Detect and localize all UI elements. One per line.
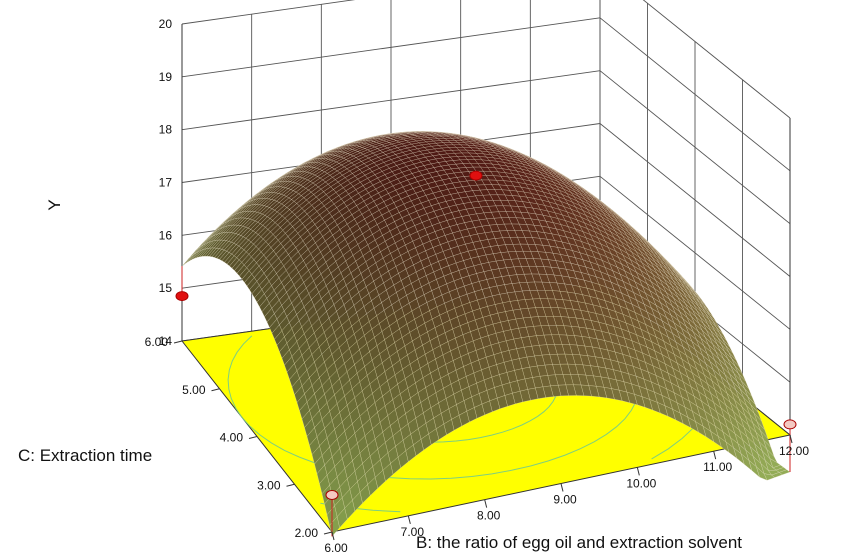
response-surface <box>181 131 791 537</box>
y-axis-label: C: Extraction time <box>18 446 152 465</box>
z-tick-label: 16 <box>159 228 173 242</box>
x-axis-label: B: the ratio of egg oil and extraction s… <box>416 533 742 552</box>
y-tick-label: 4.00 <box>220 431 244 445</box>
x-tick-label: 11.00 <box>703 460 732 474</box>
y-tick-mark <box>248 436 258 439</box>
z-tick-label: 18 <box>159 123 173 137</box>
x-tick-label: 6.00 <box>324 541 348 555</box>
x-tick-mark <box>789 434 793 444</box>
x-tick-mark <box>713 451 717 460</box>
x-tick-label: 8.00 <box>477 509 501 523</box>
y-tick-mark <box>211 388 220 392</box>
x-tick-mark <box>636 467 640 476</box>
z-tick-label: 17 <box>159 176 173 190</box>
x-tick-label: 12.00 <box>779 444 809 458</box>
design-point-above-surface <box>175 291 189 302</box>
x-tick-mark <box>331 531 335 541</box>
y-tick-label: 6.00 <box>145 335 169 349</box>
y-tick-mark <box>173 340 183 344</box>
z-tick-label: 19 <box>159 70 173 84</box>
y-tick-mark <box>286 483 295 487</box>
design-point-below-surface <box>783 419 797 430</box>
y-tick-label: 5.00 <box>182 383 206 397</box>
y-tick-label: 3.00 <box>257 478 281 492</box>
design-point-above-surface <box>469 170 483 181</box>
y-tick-mark <box>323 531 333 535</box>
x-tick-label: 7.00 <box>401 525 425 539</box>
x-tick-mark <box>560 483 564 492</box>
tick-labels: 14 15 16 17 18 19 20 2.00 3.00 4.00 5.00 6.00 6.00 7.… <box>145 17 810 555</box>
y-tick-label: 2.00 <box>295 526 319 540</box>
x-tick-mark <box>407 515 411 524</box>
z-tick-label: 15 <box>159 281 173 295</box>
x-tick-mark <box>484 499 488 508</box>
design-point-below-surface <box>325 490 339 501</box>
x-tick-label: 10.00 <box>626 476 656 490</box>
z-tick-label: 20 <box>159 17 173 31</box>
x-tick-label: 9.00 <box>553 493 577 507</box>
z-tick-label: 14 <box>159 334 173 348</box>
z-axis-label: Y <box>45 199 64 210</box>
design-points <box>175 170 797 537</box>
